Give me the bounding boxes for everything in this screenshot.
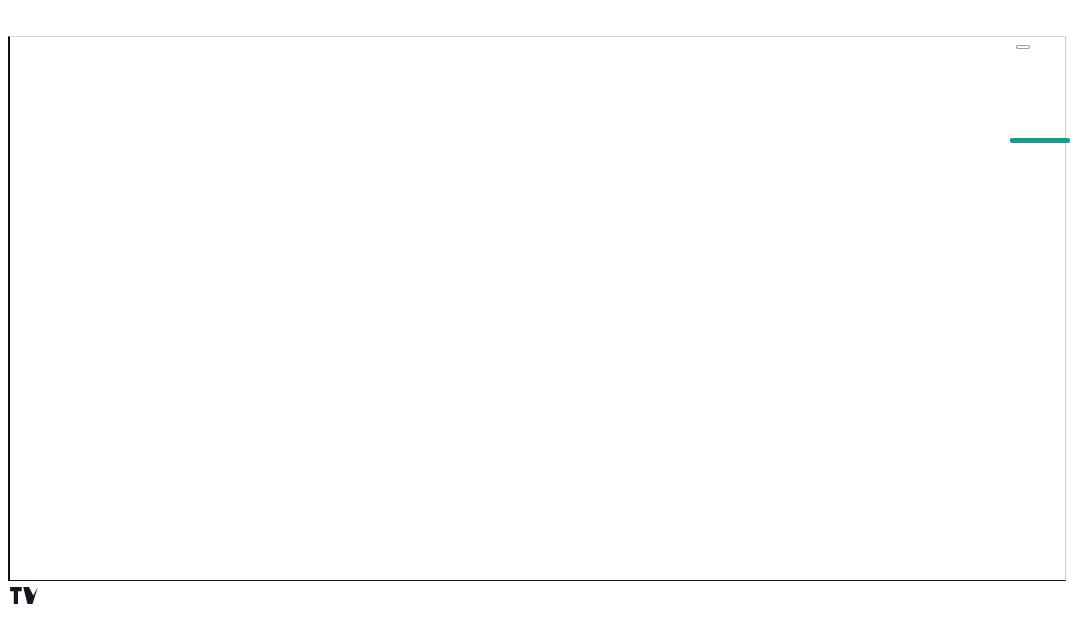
time-axis[interactable]: [8, 546, 1066, 576]
chart-footer: [0, 585, 1073, 617]
tradingview-mark-icon: [10, 587, 38, 604]
tradingview-logo: [10, 587, 45, 604]
chart-frame: [8, 36, 1066, 581]
chart-plot-area[interactable]: [10, 37, 1002, 546]
chart-header: [0, 0, 1073, 36]
chart-canvas: [10, 37, 1002, 546]
current-price-tag: [1010, 138, 1070, 143]
price-axis[interactable]: [1004, 37, 1070, 546]
currency-badge: [1016, 45, 1030, 49]
